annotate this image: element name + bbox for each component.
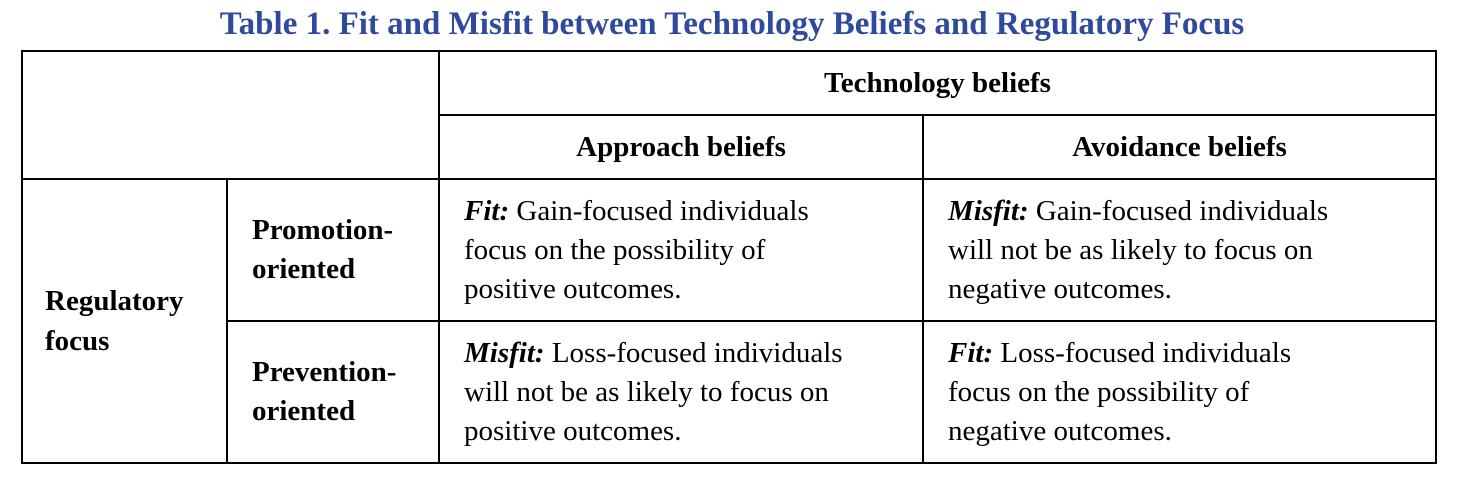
cell-text-line1: Loss-focused individuals <box>993 336 1292 369</box>
cell-text-line3: positive outcomes. <box>464 414 682 447</box>
cell-lead-label: Fit: <box>464 194 510 227</box>
cell-text-line3: negative outcomes. <box>948 414 1172 447</box>
cell-promotion-avoidance: Misfit: Gain-focused individuals will no… <box>921 178 1438 322</box>
row-label-line1: Prevention- <box>252 356 397 388</box>
column-header-approach-beliefs: Approach beliefs <box>438 114 924 180</box>
row-label-line1: Promotion- <box>252 214 394 246</box>
cell-text-line3: positive outcomes. <box>464 272 682 305</box>
cell-text-line2: focus on the possibility of <box>464 233 766 266</box>
row-label-line2: oriented <box>252 253 356 285</box>
cell-prevention-approach: Misfit: Loss-focused individuals will no… <box>438 320 924 464</box>
cell-text-line1: Loss-focused individuals <box>544 336 843 369</box>
cell-lead-label: Misfit: <box>948 194 1029 227</box>
group-header-technology-beliefs: Technology beliefs <box>437 50 1438 116</box>
column-header-avoidance-beliefs: Avoidance beliefs <box>921 114 1438 180</box>
cell-text-line2: will not be as likely to focus on <box>948 233 1313 266</box>
cell-text-line2: focus on the possibility of <box>948 375 1250 408</box>
cell-text-line1: Gain-focused individuals <box>509 194 809 227</box>
row-group-header-regulatory-focus: Regulatory focus <box>21 178 228 464</box>
empty-corner-cell <box>21 50 440 180</box>
row-group-label-line2: focus <box>45 325 110 357</box>
cell-lead-label: Misfit: <box>464 336 545 369</box>
row-label-line2: oriented <box>252 395 356 427</box>
fit-misfit-table: Technology beliefs Approach beliefs Avoi… <box>21 50 1438 464</box>
cell-text-line3: negative outcomes. <box>948 272 1172 305</box>
row-header-promotion-oriented: Promotion- oriented <box>226 178 440 322</box>
cell-prevention-avoidance: Fit: Loss-focused individuals focus on t… <box>921 320 1438 464</box>
cell-lead-label: Fit: <box>948 336 994 369</box>
row-group-label-line1: Regulatory <box>45 285 184 317</box>
table-caption: Table 1. Fit and Misfit between Technolo… <box>219 6 1245 42</box>
row-header-prevention-oriented: Prevention- oriented <box>226 320 440 464</box>
cell-text-line2: will not be as likely to focus on <box>464 375 829 408</box>
cell-text-line1: Gain-focused individuals <box>1028 194 1329 227</box>
cell-promotion-approach: Fit: Gain-focused individuals focus on t… <box>438 178 924 322</box>
